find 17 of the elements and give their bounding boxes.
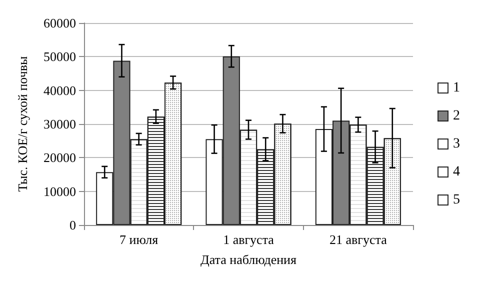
y-tick-label: 40000	[44, 82, 76, 98]
y-tick-label: 0	[70, 218, 76, 232]
y-tick-label: 10000	[44, 184, 76, 199]
y-tick-label: 50000	[44, 49, 76, 64]
x-tick-label: 21 августа	[329, 232, 388, 247]
x-tick-label: 7 июля	[120, 232, 158, 247]
y-axis-title: Тыс. КОЕ/г сухой почвы	[15, 56, 30, 192]
y-tick-label: 30000	[44, 116, 76, 132]
y-tick-label: 20000	[44, 150, 76, 166]
legend-label: 1	[453, 80, 460, 96]
legend-label: 3	[453, 136, 460, 152]
y-tick-label: 60000	[44, 16, 76, 30]
legend-label: 5	[453, 192, 460, 208]
x-axis-title: Дата наблюдения	[200, 252, 297, 267]
legend-label: 4	[453, 164, 460, 180]
x-tick-label: 1 августа	[223, 232, 274, 247]
legend-label: 2	[453, 108, 460, 124]
